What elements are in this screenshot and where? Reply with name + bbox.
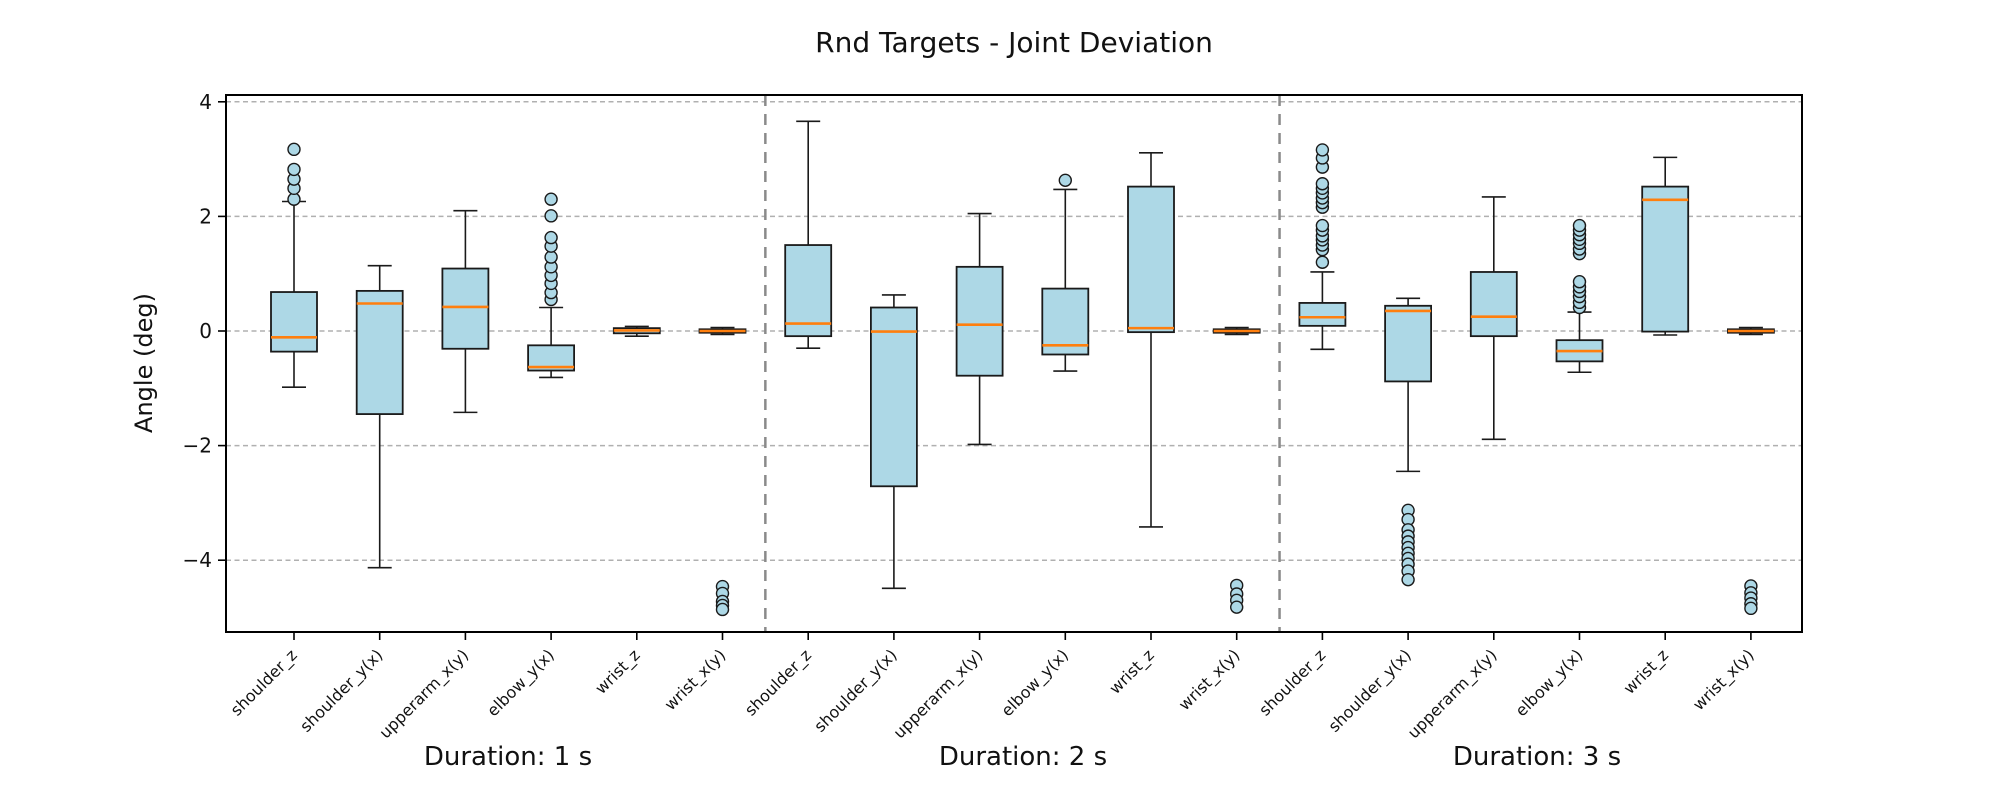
outlier-point xyxy=(544,209,558,223)
outlier-point xyxy=(715,602,730,617)
outlier-point xyxy=(1315,143,1330,157)
x-tick-label-upperarm_x(y): upperarm_x(y) xyxy=(1404,645,1502,743)
box-d1-upperarm_x(y) xyxy=(441,209,490,414)
outlier-point xyxy=(1058,173,1073,188)
outlier-point xyxy=(1229,600,1244,614)
x-tick-label-elbow_y(x): elbow_y(x) xyxy=(997,645,1072,720)
x-tick-label-wrist_x(y): wrist_x(y) xyxy=(661,645,730,714)
box-d3-elbow_y(x) xyxy=(1555,218,1604,374)
y-axis-label: Angle (deg) xyxy=(130,293,158,433)
outlier-point xyxy=(1315,255,1330,269)
iqr-box xyxy=(270,291,318,353)
iqr-box xyxy=(784,244,833,338)
y-tick-label: −2 xyxy=(183,434,212,458)
boxes-layer xyxy=(270,120,1775,617)
outlier-point xyxy=(544,230,558,245)
outlier-point xyxy=(287,142,301,157)
axes-layer: 420−2−4shoulder_zshoulder_y(x)upperarm_x… xyxy=(183,90,1803,743)
panel-label-duration-3: Duration: 3 s xyxy=(1453,742,1621,772)
outlier-point xyxy=(287,162,301,177)
box-d3-upperarm_x(y) xyxy=(1469,196,1518,441)
x-tick-label-shoulder_y(x): shoulder_y(x) xyxy=(296,645,387,736)
iqr-box xyxy=(355,289,404,415)
iqr-box xyxy=(1384,304,1432,383)
box-d2-wrist_x(y) xyxy=(1212,326,1261,614)
box-d2-shoulder_y(x) xyxy=(870,294,918,590)
iqr-box xyxy=(1127,185,1175,334)
outlier-point xyxy=(1315,177,1330,191)
y-tick-label: −4 xyxy=(183,548,212,572)
box-d1-wrist_z xyxy=(612,325,661,337)
panel-label-duration-1: Duration: 1 s xyxy=(424,742,592,772)
box-d3-wrist_x(y) xyxy=(1727,326,1775,616)
y-tick-label: 4 xyxy=(199,90,212,114)
x-tick-label-shoulder_y(x): shoulder_y(x) xyxy=(810,645,901,736)
grid-layer xyxy=(226,95,1802,632)
iqr-box xyxy=(1469,271,1518,338)
iqr-box xyxy=(955,265,1004,377)
x-tick-label-elbow_y(x): elbow_y(x) xyxy=(483,645,558,720)
iqr-box xyxy=(1041,287,1090,356)
iqr-box xyxy=(870,306,918,488)
iqr-box xyxy=(441,267,490,350)
outlier-point xyxy=(544,192,558,206)
panel-label-duration-2: Duration: 2 s xyxy=(939,742,1107,772)
x-tick-label-wrist_z: wrist_z xyxy=(591,645,644,698)
box-d3-shoulder_z xyxy=(1298,143,1347,351)
x-tick-label-wrist_x(y): wrist_x(y) xyxy=(1689,645,1758,714)
x-tick-label-wrist_z: wrist_z xyxy=(1105,645,1158,698)
outlier-point xyxy=(1572,275,1587,289)
box-d1-elbow_y(x) xyxy=(527,192,575,379)
x-tick-label-upperarm_x(y): upperarm_x(y) xyxy=(375,645,473,743)
box-d3-wrist_z xyxy=(1641,156,1690,336)
x-tick-label-wrist_x(y): wrist_x(y) xyxy=(1175,645,1244,714)
outlier-point xyxy=(1572,218,1587,233)
y-tick-label: 0 xyxy=(199,319,212,343)
chart-title: Rnd Targets - Joint Deviation xyxy=(815,26,1213,59)
outlier-point xyxy=(1744,601,1758,616)
iqr-box xyxy=(1298,302,1347,327)
x-tick-label-upperarm_x(y): upperarm_x(y) xyxy=(890,645,988,743)
x-tick-label-elbow_y(x): elbow_y(x) xyxy=(1512,645,1587,720)
x-tick-label-shoulder_z: shoulder_z xyxy=(1255,645,1330,720)
x-tick-label-shoulder_z: shoulder_z xyxy=(227,645,302,720)
box-d3-shoulder_y(x) xyxy=(1384,297,1432,587)
x-tick-label-shoulder_y(x): shoulder_y(x) xyxy=(1325,645,1416,736)
x-tick-label-shoulder_z: shoulder_z xyxy=(741,645,816,720)
iqr-box xyxy=(1641,185,1690,333)
box-d2-shoulder_z xyxy=(784,120,833,349)
box-d1-shoulder_y(x) xyxy=(355,264,404,569)
box-d1-shoulder_z xyxy=(270,142,318,388)
outlier-point xyxy=(1315,218,1330,233)
box-d2-elbow_y(x) xyxy=(1041,173,1090,372)
box-d2-wrist_z xyxy=(1127,151,1175,528)
box-d1-wrist_x(y) xyxy=(698,326,747,617)
outlier-point xyxy=(1401,572,1415,587)
axes-frame xyxy=(225,94,1803,633)
y-tick-label: 2 xyxy=(199,204,212,228)
box-d2-upperarm_x(y) xyxy=(955,212,1004,446)
x-tick-label-wrist_z: wrist_z xyxy=(1620,645,1673,698)
